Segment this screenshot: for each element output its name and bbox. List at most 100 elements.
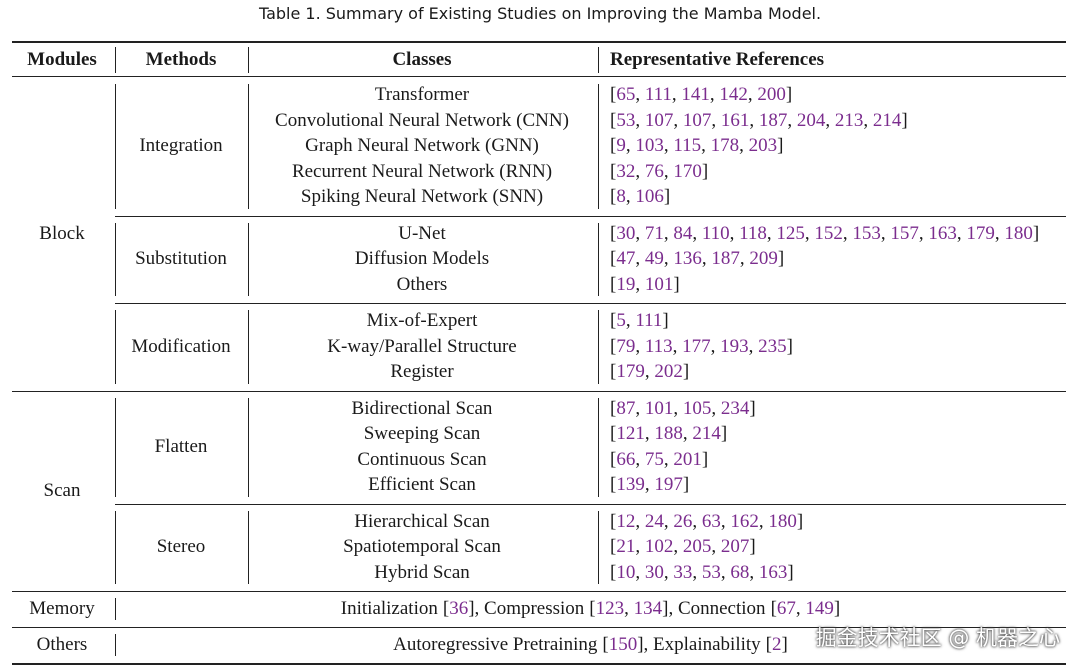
column-divider xyxy=(248,222,249,296)
reference: 12 xyxy=(616,510,636,532)
reference: 179 xyxy=(616,361,645,383)
reference: 36 xyxy=(449,598,469,619)
reference-list: 67149 xyxy=(771,598,841,619)
references: 4749136187209 xyxy=(610,247,784,271)
reference: 76 xyxy=(635,161,664,182)
references: 307184110118125152153157163179180 xyxy=(610,222,1039,246)
reference: 178 xyxy=(701,135,739,156)
column-divider xyxy=(115,310,116,384)
reference: 49 xyxy=(635,248,664,269)
column-divider xyxy=(598,47,599,73)
column-header: Classes xyxy=(392,49,452,70)
column-divider xyxy=(115,222,116,296)
reference: 101 xyxy=(635,398,673,419)
reference: 180 xyxy=(759,511,797,532)
reference: 107 xyxy=(635,110,673,131)
reference: 2 xyxy=(772,634,782,655)
reference-list: 65111141142200 xyxy=(610,84,792,105)
reference: 139 xyxy=(616,474,645,496)
reference-list: 36 xyxy=(443,598,475,619)
reference: 179 xyxy=(957,223,995,244)
references: 53107107161187204213214 xyxy=(610,109,908,133)
item-label: Explainability xyxy=(653,634,761,655)
references: 5111 xyxy=(610,309,669,333)
reference-list: 121188214 xyxy=(610,423,727,444)
reference-list: 8106 xyxy=(610,186,670,207)
column-header: Modules xyxy=(27,49,97,70)
reference: 204 xyxy=(787,110,825,131)
reference-list: 12242663162180 xyxy=(610,511,803,532)
reference: 75 xyxy=(635,449,664,470)
reference: 149 xyxy=(796,598,834,619)
reference-list: 6675201 xyxy=(610,449,708,470)
method-name: Substitution xyxy=(135,248,227,270)
reference: 87 xyxy=(616,397,636,419)
class-name: Continuous Scan xyxy=(357,448,487,470)
reference: 180 xyxy=(995,223,1033,244)
reference: 8 xyxy=(616,186,626,208)
reference: 30 xyxy=(616,222,636,244)
rule xyxy=(115,503,1066,505)
reference: 32 xyxy=(616,160,636,182)
reference: 142 xyxy=(710,84,748,105)
module-name: Scan xyxy=(43,479,81,501)
rule xyxy=(115,303,1066,304)
column-divider xyxy=(598,84,599,209)
column-divider xyxy=(248,47,249,73)
reference: 177 xyxy=(673,336,711,357)
reference: 203 xyxy=(739,135,777,156)
reference-list: 79113177193235 xyxy=(610,336,793,357)
reference: 162 xyxy=(721,511,759,532)
class-name: Mix-of-Expert xyxy=(366,310,478,332)
reference: 141 xyxy=(672,84,710,105)
reference-list: 9103115178203 xyxy=(610,135,783,156)
reference: 134 xyxy=(624,598,662,619)
reference: 123 xyxy=(595,598,625,619)
reference: 235 xyxy=(749,336,787,357)
column-divider xyxy=(598,310,599,384)
reference-list: 2 xyxy=(766,634,788,655)
reference-list: 5111 xyxy=(610,310,669,331)
class-name: Hybrid Scan xyxy=(374,561,470,583)
reference: 66 xyxy=(616,448,636,470)
row-item: Compression123134 xyxy=(475,598,669,619)
rule xyxy=(12,390,1066,392)
reference: 113 xyxy=(635,336,672,357)
reference: 79 xyxy=(616,335,636,357)
item-label: Autoregressive Pretraining xyxy=(393,634,598,655)
reference: 105 xyxy=(673,398,711,419)
column-divider xyxy=(115,510,116,584)
reference: 101 xyxy=(635,274,673,295)
reference: 71 xyxy=(635,223,664,244)
references: 121188214 xyxy=(610,422,727,446)
references: 79113177193235 xyxy=(610,335,793,359)
references: 87101105234 xyxy=(610,397,756,421)
column-divider xyxy=(598,397,599,497)
class-name: Bidirectional Scan xyxy=(351,397,493,419)
reference: 53 xyxy=(692,562,721,583)
reference: 214 xyxy=(863,110,901,131)
row-item: Initialization 36 xyxy=(341,598,475,619)
reference: 53 xyxy=(616,109,636,131)
reference: 187 xyxy=(749,110,787,131)
reference: 125 xyxy=(767,223,805,244)
references: 1030335368163 xyxy=(610,561,794,585)
reference: 26 xyxy=(664,511,693,532)
rule xyxy=(12,41,1066,43)
rule xyxy=(12,663,1066,665)
reference-list: 150 xyxy=(602,634,643,655)
reference: 103 xyxy=(626,135,664,156)
class-name: Spatiotemporal Scan xyxy=(343,536,501,558)
reference-list: 307184110118125152153157163179180 xyxy=(610,223,1039,244)
class-name: Recurrent Neural Network (RNN) xyxy=(291,160,553,182)
reference-list: 3276170 xyxy=(610,161,708,182)
column-divider xyxy=(115,397,116,497)
column-header: Methods xyxy=(145,49,217,70)
reference-list: 4749136187209 xyxy=(610,248,784,269)
reference: 111 xyxy=(635,84,672,105)
reference: 111 xyxy=(626,310,663,331)
reference: 150 xyxy=(608,634,638,655)
references: 3276170 xyxy=(610,160,708,184)
method-name: Stereo xyxy=(156,536,206,558)
